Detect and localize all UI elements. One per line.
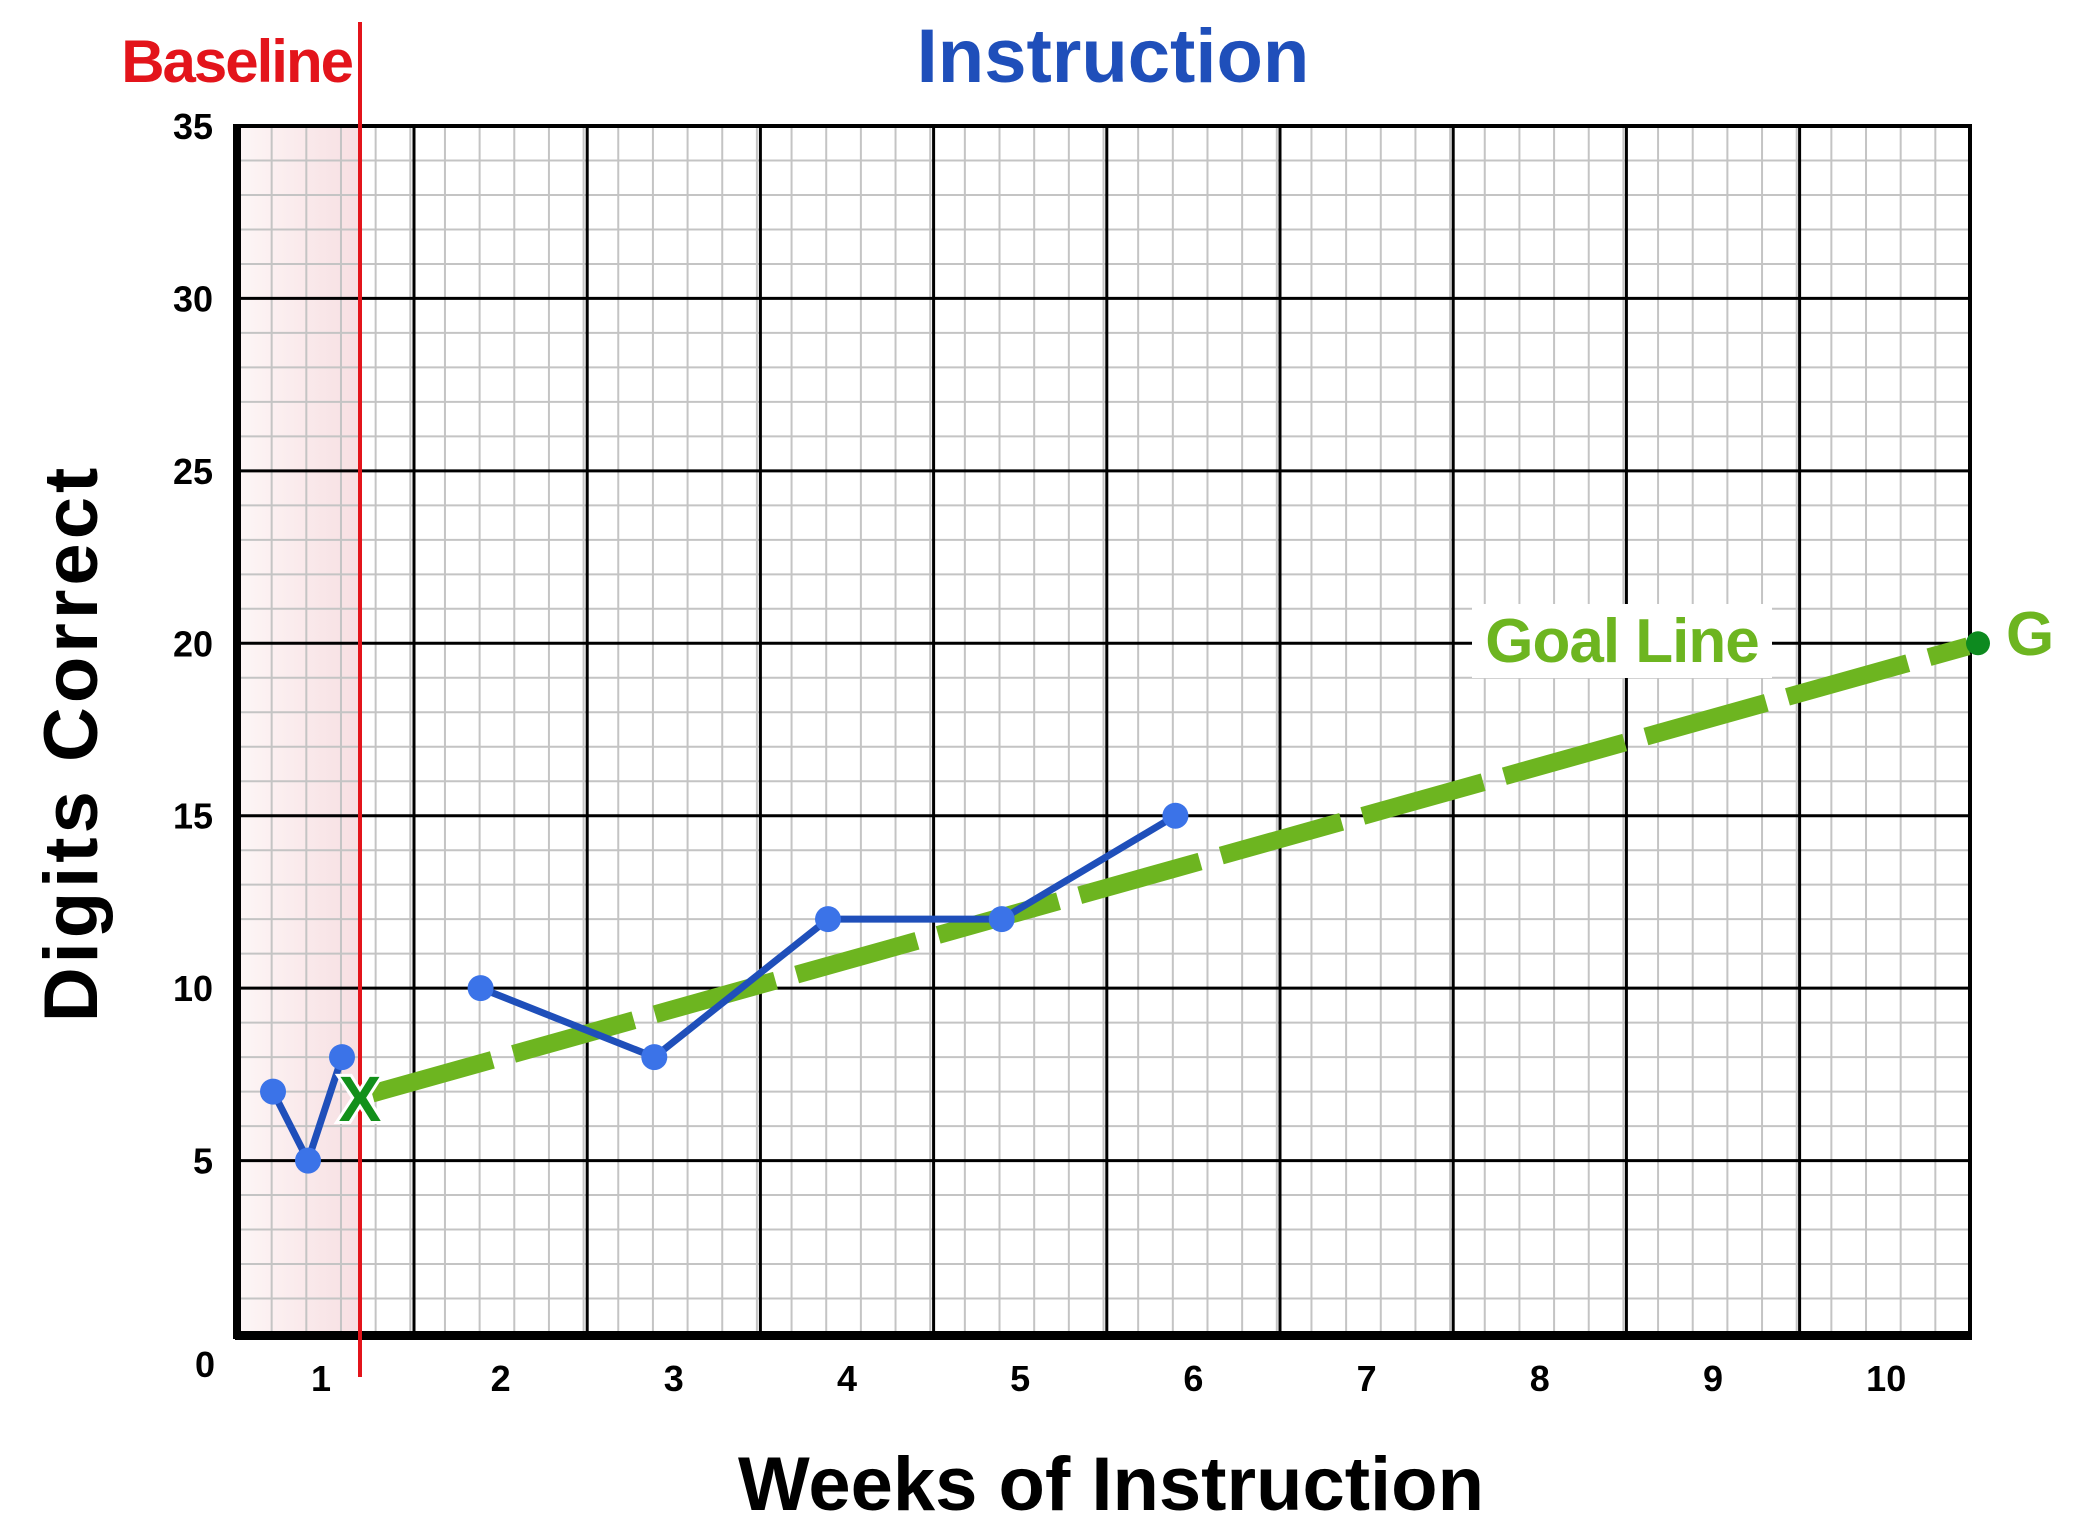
y-tick-label: 10 — [173, 968, 213, 1009]
instruction-data-point — [815, 906, 841, 933]
x-tick-label: 8 — [1530, 1358, 1550, 1399]
minor-grid — [237, 126, 1970, 1333]
x-axis-tick-labels: 1 2 3 4 5 6 7 8 9 10 — [311, 1358, 1906, 1399]
x-tick-label: 1 — [311, 1358, 331, 1399]
goal-endpoint-dot — [1966, 631, 1990, 656]
y-tick-label: 35 — [173, 106, 213, 147]
x-tick-label: 9 — [1703, 1358, 1723, 1399]
goal-line-label: Goal Line — [1485, 607, 1758, 676]
y-tick-label: 30 — [173, 278, 213, 319]
instruction-data-line — [479, 812, 1178, 1061]
baseline-data-point — [260, 1078, 286, 1105]
major-grid — [237, 126, 1970, 1333]
x-tick-label: 6 — [1183, 1358, 1203, 1399]
goal-line-path — [369, 637, 1971, 1103]
instruction-data-point — [641, 1044, 668, 1071]
goal-start-marker: X — [339, 1063, 382, 1135]
x-tick-label: 2 — [491, 1358, 511, 1399]
x-tick-label: 5 — [1010, 1358, 1030, 1399]
baseline-phase-label: Baseline — [121, 28, 352, 95]
data-series — [260, 802, 1189, 1174]
instruction-data-point — [1162, 802, 1189, 829]
y-axis-title: Digits Correct — [29, 464, 114, 1023]
y-tick-label: 5 — [193, 1141, 213, 1182]
goal-line — [369, 631, 1990, 1103]
y-tick-label: 15 — [173, 796, 213, 837]
baseline-data-point — [329, 1044, 355, 1071]
baseline-phase-shading — [237, 126, 360, 1333]
x-tick-label: 10 — [1866, 1358, 1906, 1399]
goal-end-marker-label: G — [2006, 600, 2054, 669]
instruction-data-point — [988, 906, 1015, 933]
y-tick-label: 20 — [173, 623, 213, 664]
x-tick-label: 7 — [1357, 1358, 1377, 1399]
instruction-phase-label: Instruction — [917, 14, 1310, 99]
baseline-data-point — [295, 1147, 321, 1174]
x-axis-title: Weeks of Instruction — [738, 1442, 1484, 1527]
x-tick-label: 4 — [837, 1358, 857, 1399]
instruction-data-point — [467, 975, 494, 1002]
goal-line-label-background — [1472, 604, 1772, 678]
y-axis-tick-labels: 0 5 10 15 20 25 30 35 — [173, 106, 215, 1385]
y-tick-label: 0 — [195, 1344, 215, 1385]
y-tick-label: 25 — [173, 451, 213, 492]
x-tick-label: 3 — [664, 1358, 684, 1399]
